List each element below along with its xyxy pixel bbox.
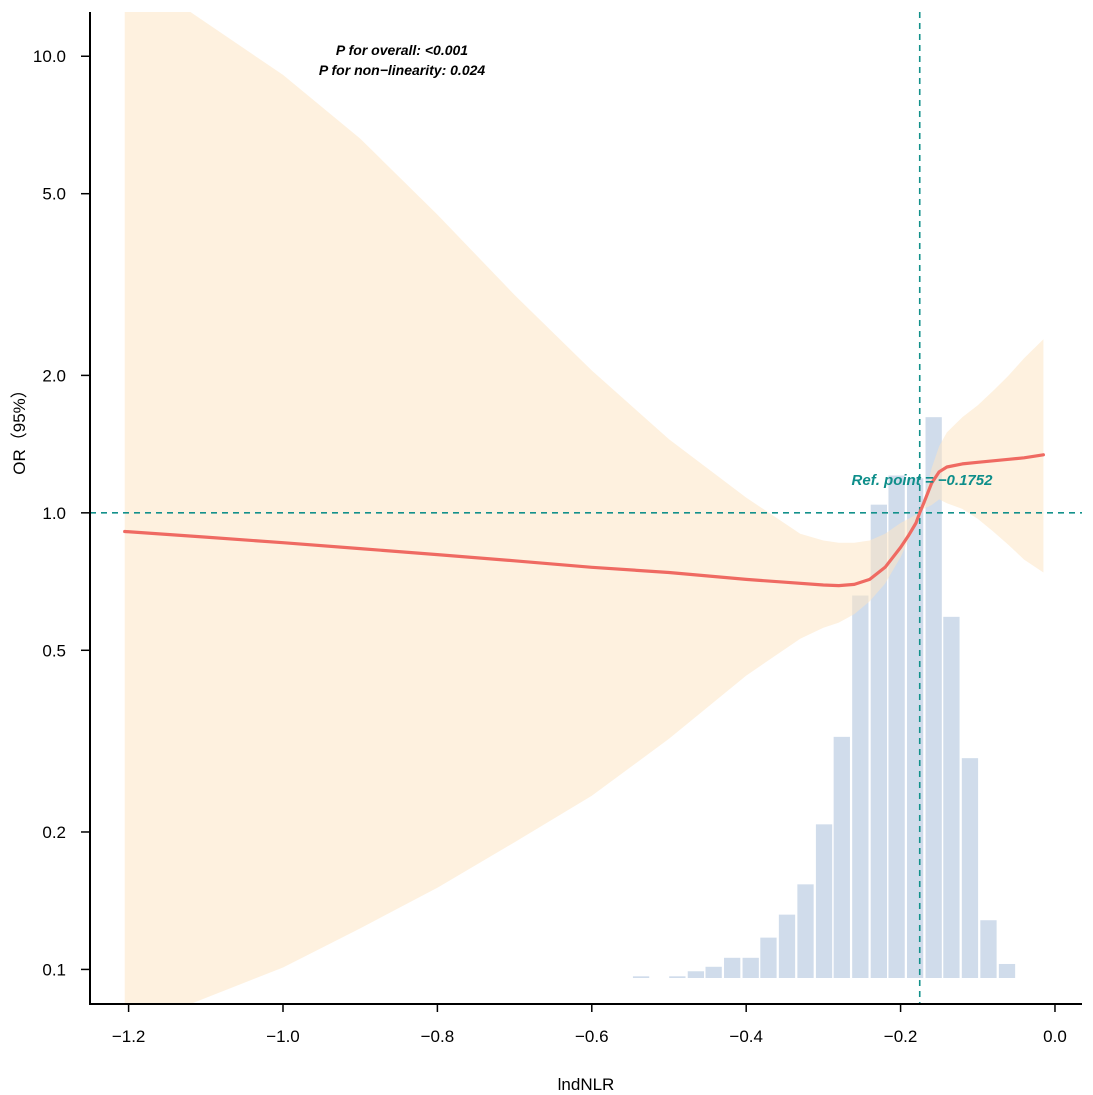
x-tick-label: −1.2 [112,1027,146,1046]
x-axis-ticks: −1.2 −1.0 −0.8 −0.6 −0.4 −0.2 0.0 [112,1004,1067,1046]
histogram-bar [833,736,850,978]
histogram-bar [669,976,686,978]
y-tick-label: 1.0 [42,504,66,523]
histogram-bar [980,920,997,978]
x-tick-label: −0.8 [421,1027,455,1046]
or-curve [123,453,1045,588]
x-axis-title: lndNLR [558,1075,615,1094]
y-tick-label: 0.5 [42,641,66,660]
histogram-bar [724,957,741,978]
histogram-bar [943,616,960,978]
histogram-bar [760,937,777,978]
histogram-bar [778,914,796,978]
p-overall-annotation: P for overall: <0.001 [336,42,468,58]
p-nonlinearity-annotation: P for non−linearity: 0.024 [319,62,486,78]
ref-point-label: Ref. point = −0.1752 [852,472,994,489]
y-tick-label: 5.0 [42,185,66,204]
histogram-bar [906,478,924,978]
histogram-bar [961,758,979,978]
y-tick-label: 10.0 [33,47,66,66]
histogram [632,417,1016,979]
x-tick-label: 0.0 [1043,1027,1067,1046]
x-tick-label: −0.4 [729,1027,763,1046]
y-tick-label: 0.2 [42,823,66,842]
histogram-bar [797,884,814,978]
histogram-bar [888,475,905,978]
histogram-bar [870,504,888,978]
histogram-bar [852,595,869,978]
confidence-band-layer [124,12,1044,1004]
histogram-bar [632,976,650,978]
x-tick-label: −0.2 [884,1027,918,1046]
y-tick-label: 0.1 [42,960,66,979]
histogram-bar [705,966,722,978]
histogram-bar [815,824,833,978]
or-curve-layer [123,453,1045,588]
histogram-bar [925,417,942,979]
histogram-bar [998,963,1016,978]
histogram-bar [687,971,705,978]
x-tick-label: −1.0 [266,1027,300,1046]
histogram-bar [742,957,759,978]
y-axis-title: OR（95%） [10,381,29,475]
confidence-band [124,12,1044,1004]
x-tick-label: −0.6 [575,1027,609,1046]
reference-lines [90,12,1082,1004]
y-axis-ticks: 0.1 0.2 0.5 1.0 2.0 5.0 10.0 [33,47,90,979]
y-tick-label: 2.0 [42,366,66,385]
